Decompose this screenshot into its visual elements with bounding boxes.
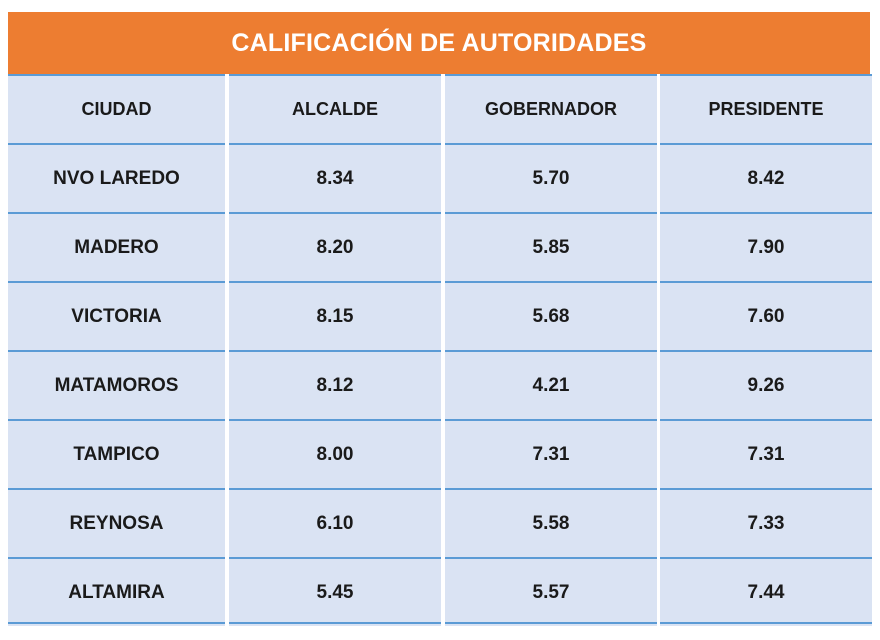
header-cell-ciudad: CIUDAD (8, 74, 225, 143)
value-cell-gobernador-5: 7.31 (445, 419, 657, 488)
value-cell-gobernador-4: 4.21 (445, 350, 657, 419)
city-cell-7: ALTAMIRA (8, 557, 225, 626)
column-bottom-border (8, 622, 225, 624)
header-cell-alcalde: ALCALDE (229, 74, 441, 143)
value-cell-gobernador-6: 5.58 (445, 488, 657, 557)
city-cell-2: MADERO (8, 212, 225, 281)
city-cell-6: REYNOSA (8, 488, 225, 557)
value-cell-gobernador-2: 5.85 (445, 212, 657, 281)
value-cell-presidente-6: 7.33 (660, 488, 872, 557)
column-bottom-border (660, 622, 872, 624)
column-presidente: PRESIDENTE 8.42 7.90 7.60 9.26 7.31 7.33 7.44 (660, 74, 872, 626)
city-cell-4: MATAMOROS (8, 350, 225, 419)
value-cell-alcalde-2: 8.20 (229, 212, 441, 281)
column-gobernador: GOBERNADOR 5.70 5.85 5.68 4.21 7.31 5.58 5.57 (445, 74, 657, 626)
value-cell-presidente-7: 7.44 (660, 557, 872, 626)
table-title: CALIFICACIÓN DE AUTORIDADES (8, 12, 870, 74)
value-cell-presidente-1: 8.42 (660, 143, 872, 212)
city-cell-3: VICTORIA (8, 281, 225, 350)
value-cell-presidente-5: 7.31 (660, 419, 872, 488)
value-cell-gobernador-1: 5.70 (445, 143, 657, 212)
header-cell-gobernador: GOBERNADOR (445, 74, 657, 143)
column-ciudad: CIUDAD NVO LAREDO MADERO VICTORIA MATAMOROS T… (8, 74, 225, 626)
column-alcalde: ALCALDE 8.34 8.20 8.15 8.12 8.00 6.10 5.45 (229, 74, 441, 626)
city-cell-1: NVO LAREDO (8, 143, 225, 212)
column-bottom-border (445, 622, 657, 624)
header-cell-presidente: PRESIDENTE (660, 74, 872, 143)
value-cell-gobernador-7: 5.57 (445, 557, 657, 626)
value-cell-presidente-2: 7.90 (660, 212, 872, 281)
value-cell-alcalde-5: 8.00 (229, 419, 441, 488)
value-cell-alcalde-7: 5.45 (229, 557, 441, 626)
column-bottom-border (229, 622, 441, 624)
value-cell-presidente-4: 9.26 (660, 350, 872, 419)
city-cell-5: TAMPICO (8, 419, 225, 488)
value-cell-alcalde-1: 8.34 (229, 143, 441, 212)
value-cell-alcalde-6: 6.10 (229, 488, 441, 557)
value-cell-alcalde-4: 8.12 (229, 350, 441, 419)
value-cell-presidente-3: 7.60 (660, 281, 872, 350)
value-cell-gobernador-3: 5.68 (445, 281, 657, 350)
value-cell-alcalde-3: 8.15 (229, 281, 441, 350)
